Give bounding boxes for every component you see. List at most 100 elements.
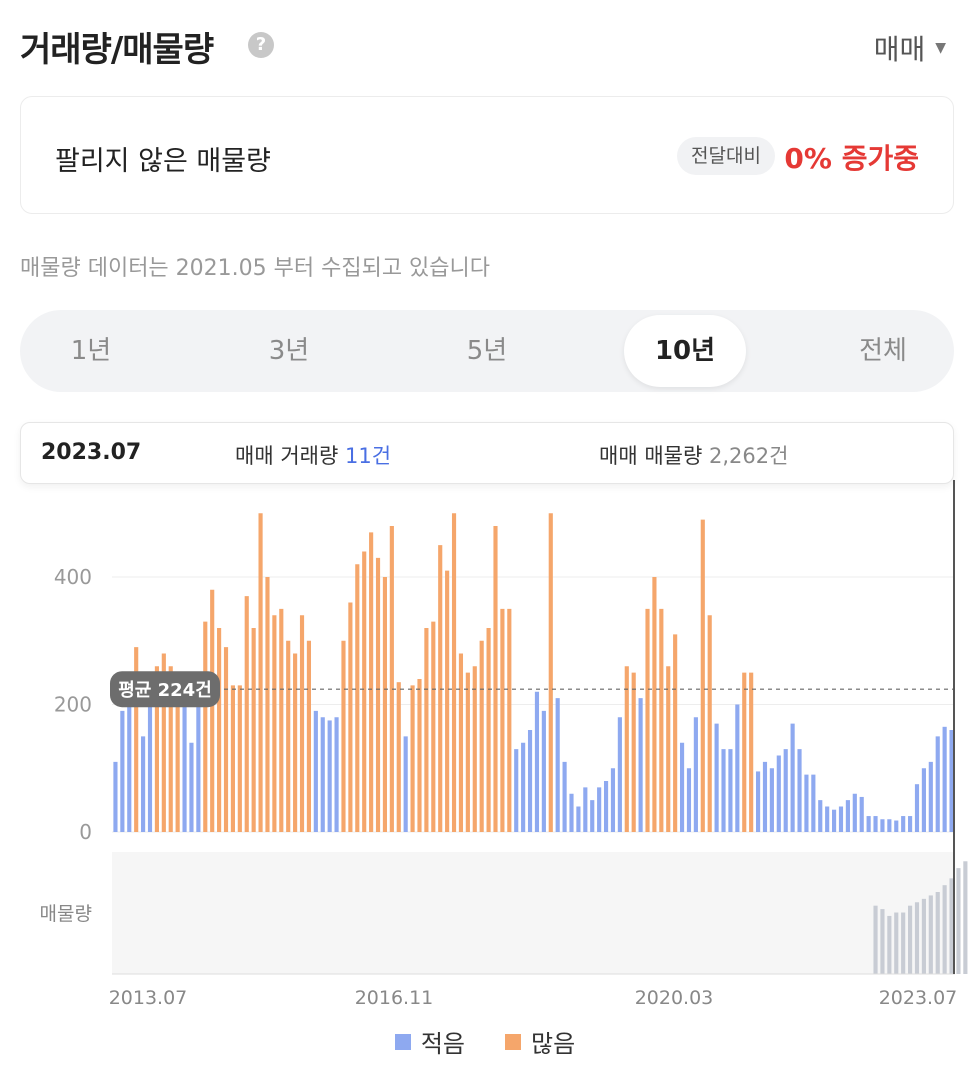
bar bbox=[901, 816, 906, 832]
bar bbox=[548, 513, 553, 832]
bar bbox=[258, 513, 263, 832]
bar bbox=[472, 666, 477, 832]
tab-period-4[interactable]: 전체 bbox=[859, 336, 907, 366]
bar bbox=[797, 749, 802, 832]
bar bbox=[500, 608, 505, 832]
legend-swatch bbox=[505, 1033, 521, 1050]
bar bbox=[196, 698, 201, 832]
bar bbox=[755, 771, 761, 832]
bar bbox=[590, 800, 595, 832]
bar bbox=[679, 742, 685, 832]
bar bbox=[783, 749, 788, 832]
legend-label: 적음 bbox=[420, 1030, 465, 1058]
bar bbox=[866, 816, 871, 832]
bar bbox=[666, 666, 671, 832]
bar bbox=[576, 806, 581, 832]
bar bbox=[825, 806, 830, 832]
bar bbox=[804, 774, 809, 832]
bar bbox=[431, 621, 436, 832]
listing-bar bbox=[956, 868, 961, 974]
bar bbox=[438, 545, 443, 832]
bar bbox=[541, 710, 546, 832]
bar bbox=[237, 685, 242, 832]
y-tick-label: 400 bbox=[54, 565, 92, 589]
bar bbox=[451, 513, 457, 832]
listing-axis-label: 매물량 bbox=[40, 903, 92, 925]
bar bbox=[203, 621, 208, 832]
legend-swatch bbox=[394, 1033, 411, 1050]
listing-bar bbox=[949, 878, 954, 974]
bar bbox=[735, 704, 740, 832]
bar bbox=[880, 819, 885, 832]
x-tick-label: 2013.07 bbox=[109, 987, 188, 1009]
bar bbox=[859, 796, 864, 832]
data-note: 매물량 데이터는 2021.05 부터 수집되고 있습니다 bbox=[20, 256, 491, 281]
x-tick-label: 2020.03 bbox=[635, 987, 714, 1009]
bar bbox=[154, 666, 159, 832]
bar bbox=[762, 761, 768, 832]
trade-label: 매매 거래량 bbox=[235, 444, 339, 468]
bar bbox=[742, 672, 747, 832]
trade-value: 11건 bbox=[344, 444, 392, 468]
bar bbox=[320, 717, 325, 832]
question-circle-icon[interactable]: ? bbox=[248, 32, 274, 58]
listing-bar bbox=[901, 912, 906, 974]
bar bbox=[728, 749, 733, 832]
bar bbox=[445, 570, 450, 832]
bar bbox=[597, 787, 602, 832]
bar bbox=[700, 519, 705, 832]
bar bbox=[223, 647, 229, 832]
bar bbox=[168, 666, 173, 832]
bar bbox=[382, 577, 388, 832]
deal-type-dropdown[interactable]: 매매 ▼ bbox=[874, 28, 946, 68]
bar bbox=[569, 793, 574, 832]
period-tabs: 1년 3년 5년 10년 전체 bbox=[20, 310, 954, 392]
bar bbox=[327, 720, 332, 832]
bar bbox=[120, 710, 125, 832]
bar bbox=[272, 615, 277, 832]
bar bbox=[479, 640, 484, 832]
bar bbox=[659, 608, 664, 832]
bar bbox=[514, 749, 519, 832]
bar bbox=[417, 679, 422, 832]
average-badge bbox=[110, 671, 220, 708]
bar bbox=[949, 730, 954, 832]
bar bbox=[424, 628, 429, 832]
listing-bar bbox=[914, 902, 920, 974]
tab-period-0[interactable]: 1년 bbox=[70, 336, 112, 366]
listing-bar bbox=[894, 912, 899, 974]
bar bbox=[832, 809, 837, 832]
bar bbox=[127, 704, 132, 832]
bar bbox=[845, 800, 850, 832]
tab-period-1[interactable]: 3년 bbox=[268, 336, 310, 366]
page-title: 거래량/매물량 bbox=[20, 30, 214, 70]
bar bbox=[749, 672, 754, 832]
bar bbox=[244, 596, 249, 832]
bar bbox=[894, 820, 899, 832]
bar bbox=[134, 647, 139, 832]
bar bbox=[403, 736, 408, 832]
bar bbox=[928, 761, 933, 832]
bar bbox=[306, 640, 312, 832]
bar bbox=[686, 768, 692, 832]
legend: 적음 많음 bbox=[0, 1024, 970, 1059]
bar bbox=[507, 608, 512, 832]
bar bbox=[811, 774, 816, 832]
tab-period-3[interactable]: 10년 bbox=[624, 315, 746, 387]
bar bbox=[251, 628, 256, 832]
tab-period-2[interactable]: 5년 bbox=[466, 336, 508, 366]
listing-bar bbox=[873, 905, 878, 974]
bar bbox=[465, 672, 470, 832]
listing-bar bbox=[942, 885, 947, 974]
bar bbox=[610, 768, 616, 832]
bar bbox=[769, 768, 774, 832]
bar bbox=[293, 653, 298, 832]
bar bbox=[638, 698, 643, 832]
bar bbox=[410, 685, 415, 832]
bar bbox=[914, 784, 920, 832]
bar bbox=[818, 800, 823, 832]
legend-item-1: 많음 bbox=[505, 1024, 575, 1059]
bar bbox=[217, 628, 222, 832]
bar bbox=[369, 532, 374, 832]
